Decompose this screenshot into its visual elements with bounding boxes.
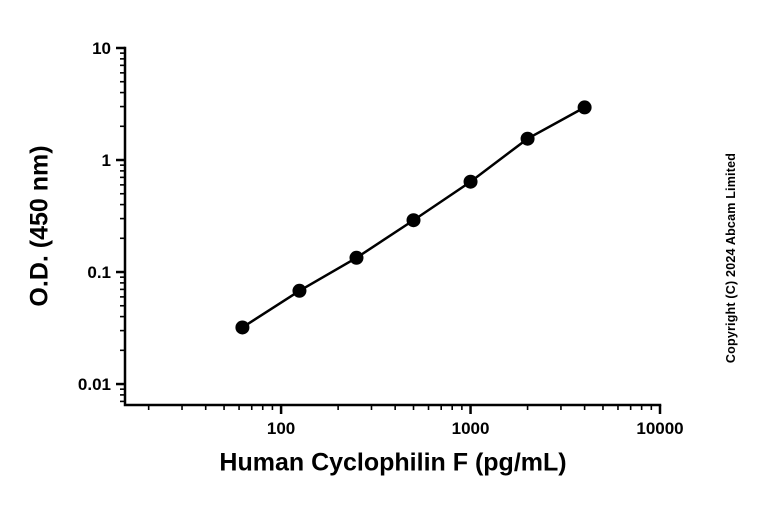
- copyright-text: Copyright (C) 2024 Abcam Limited: [724, 152, 738, 364]
- data-point: [577, 100, 592, 115]
- data-point: [235, 320, 250, 335]
- y-tick-label: 1: [102, 151, 111, 170]
- y-tick-label: 0.01: [78, 375, 111, 394]
- data-point: [520, 131, 535, 146]
- axis-lines: [123, 46, 662, 407]
- x-tick-label: 1000: [452, 419, 490, 438]
- y-tick-label: 0.1: [87, 263, 111, 282]
- data-point: [292, 283, 307, 298]
- x-tick-label: 10000: [636, 419, 683, 438]
- x-axis-label: Human Cyclophilin F (pg/mL): [219, 448, 567, 477]
- x-tick-label: 100: [267, 419, 295, 438]
- y-tick-label: 10: [92, 39, 111, 58]
- data-point: [349, 250, 364, 265]
- data-point: [406, 213, 421, 228]
- data-point: [463, 174, 478, 189]
